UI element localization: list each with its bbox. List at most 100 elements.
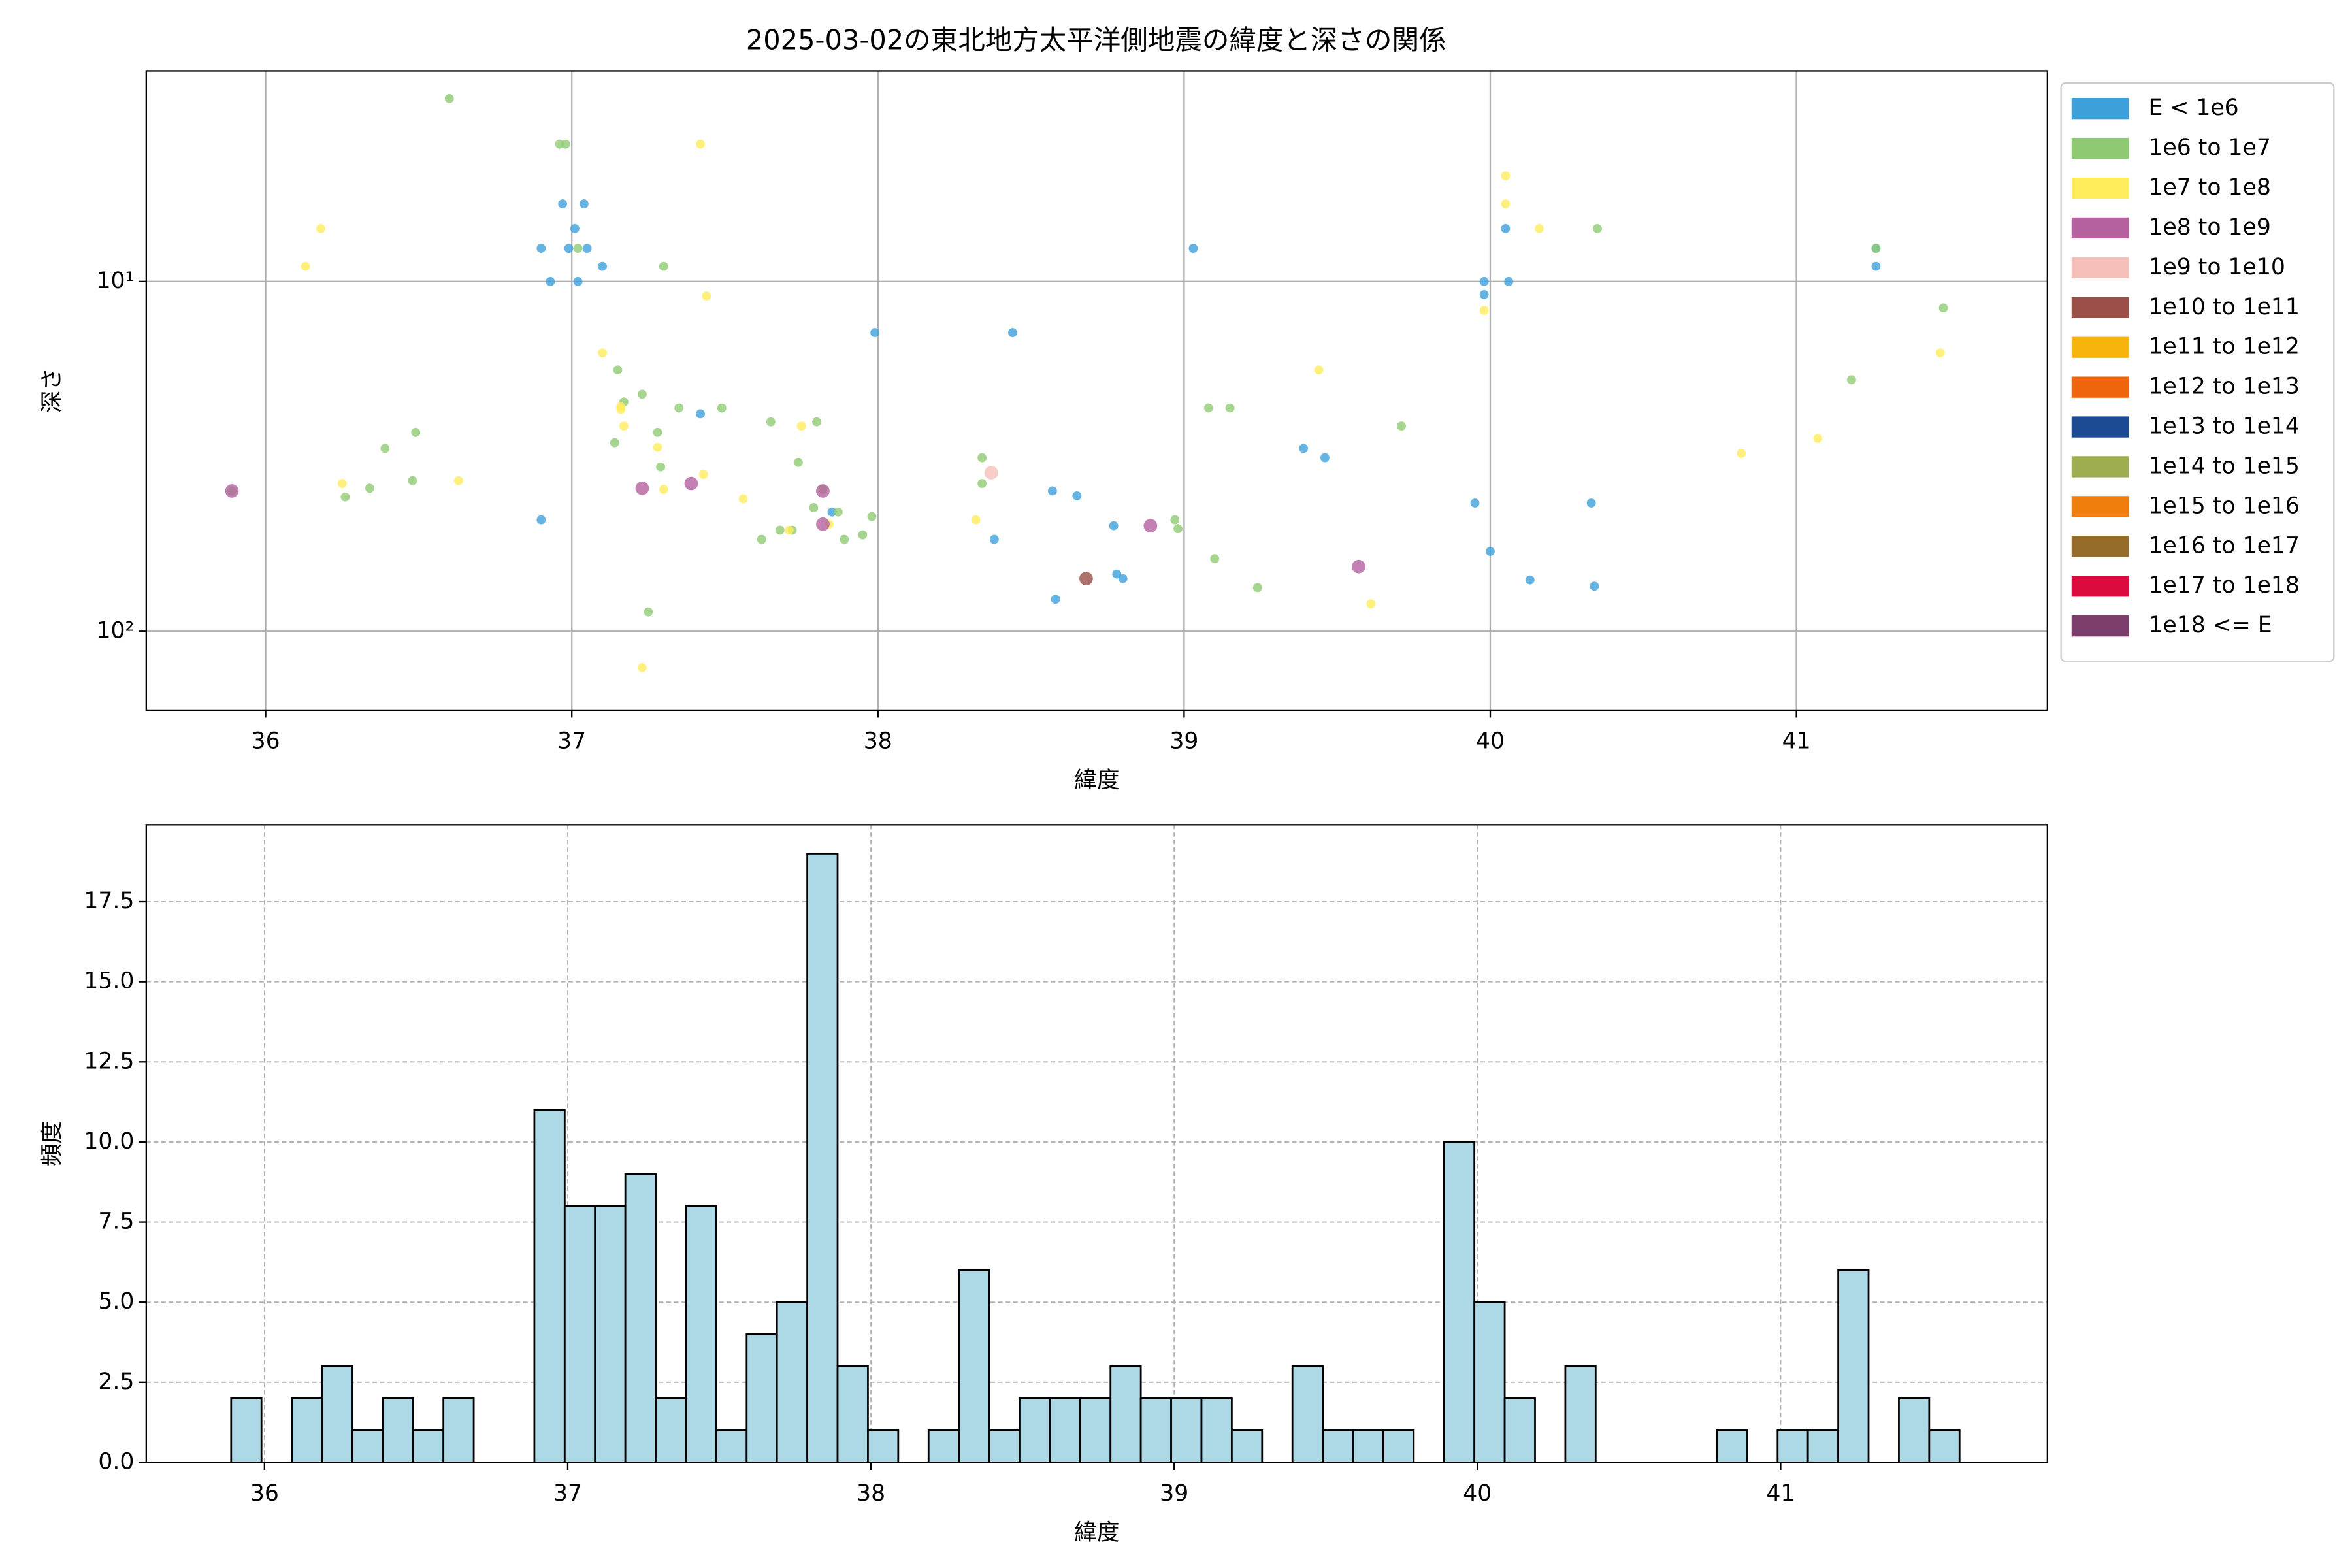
- scatter-point: [644, 607, 653, 617]
- legend-swatch: [2071, 297, 2129, 318]
- y-axis-label: 頻度: [39, 1121, 65, 1166]
- legend-label: 1e16 to 1e17: [2148, 532, 2299, 559]
- histogram-bar: [1322, 1429, 1354, 1463]
- scatter-point: [444, 93, 454, 103]
- histogram-bar: [1776, 1429, 1809, 1463]
- plot-frame: [145, 824, 2048, 1463]
- scatter-point: [1051, 595, 1060, 604]
- scatter-point: [696, 409, 705, 419]
- scatter-point: [536, 244, 546, 253]
- scatter-point: [411, 427, 421, 437]
- legend-swatch: [2071, 416, 2129, 438]
- scatter-point: [380, 444, 390, 453]
- scatter-point: [1590, 581, 1599, 591]
- histogram-bar: [1352, 1429, 1384, 1463]
- scatter-point: [1935, 348, 1945, 358]
- scatter-point: [1225, 403, 1235, 413]
- scatter-point: [1813, 434, 1823, 444]
- scatter-point: [1586, 498, 1596, 508]
- x-tick-label: 41: [1782, 728, 1811, 754]
- scatter-point: [570, 223, 580, 233]
- scatter-point: [1314, 365, 1324, 375]
- x-tick-label: 41: [1766, 1480, 1795, 1507]
- scatter-point: [653, 442, 662, 452]
- scatter-point: [1008, 328, 1017, 338]
- histogram-bar: [1019, 1397, 1051, 1463]
- scatter-point: [301, 261, 310, 271]
- legend-label: 1e18 <= E: [2148, 612, 2272, 638]
- scatter-point: [1504, 276, 1514, 286]
- scatter-point: [1366, 599, 1376, 609]
- scatter-point: [573, 244, 583, 253]
- scatter-point: [1479, 306, 1489, 316]
- scatter-point: [536, 515, 546, 525]
- scatter-point: [582, 244, 592, 253]
- legend-swatch: [2071, 137, 2129, 159]
- legend-swatch: [2071, 615, 2129, 637]
- scatter-point: [1109, 521, 1119, 531]
- x-axis-label: 緯度: [1074, 767, 1119, 793]
- scatter-point: [659, 485, 668, 495]
- x-tick-label: 38: [864, 728, 892, 754]
- scatter-point: [1252, 583, 1262, 593]
- scatter-point: [833, 507, 843, 517]
- histogram-bar: [624, 1173, 657, 1463]
- scatter-point: [1501, 171, 1511, 181]
- scatter-point: [784, 525, 794, 535]
- legend-label: 1e7 to 1e8: [2148, 174, 2270, 201]
- histogram-bar: [1928, 1429, 1961, 1463]
- histogram-bar: [351, 1429, 384, 1463]
- scatter-point: [840, 534, 849, 544]
- histogram-bar: [321, 1365, 353, 1463]
- scatter-point: [674, 403, 684, 413]
- scatter-point: [1079, 572, 1093, 586]
- histogram-bar: [1898, 1397, 1931, 1463]
- scatter-point: [1501, 223, 1511, 233]
- histogram-bar: [745, 1333, 778, 1463]
- histogram-bar: [382, 1397, 414, 1463]
- y-tick-label: 10¹: [96, 268, 134, 294]
- histogram-bar: [1503, 1397, 1536, 1463]
- scatter-point: [794, 457, 803, 467]
- y-tick-label: 7.5: [98, 1209, 134, 1235]
- histogram-bar: [988, 1429, 1021, 1463]
- scatter-point: [1170, 515, 1180, 525]
- scatter-point: [580, 199, 589, 208]
- y-tick-label: 17.5: [84, 888, 134, 914]
- scatter-point: [1501, 199, 1511, 208]
- scatter-point: [408, 476, 417, 485]
- scatter-point: [775, 525, 785, 535]
- scatter-point: [638, 389, 647, 399]
- scatter-point: [766, 417, 776, 427]
- scatter-point: [867, 512, 877, 521]
- legend-label: 1e9 to 1e10: [2148, 254, 2285, 280]
- scatter-point: [1479, 276, 1489, 286]
- scatter-point: [225, 484, 239, 498]
- y-tick-label: 5.0: [98, 1288, 134, 1315]
- scatter-point: [977, 479, 987, 488]
- histogram-bar: [1109, 1365, 1142, 1463]
- scatter-point: [1938, 303, 1948, 313]
- legend-label: 1e8 to 1e9: [2148, 214, 2270, 240]
- scatter-point: [1593, 223, 1602, 233]
- scatter-point: [816, 484, 830, 498]
- scatter-point: [1299, 444, 1309, 453]
- histogram-bar: [836, 1365, 869, 1463]
- scatter-point: [1072, 491, 1082, 500]
- legend-swatch: [2071, 217, 2129, 239]
- x-tick-label: 36: [252, 728, 280, 754]
- scatter-point: [1871, 244, 1881, 253]
- histogram-bar: [776, 1301, 809, 1463]
- x-tick-label: 37: [553, 1480, 582, 1507]
- scatter-point: [616, 404, 626, 414]
- scatter-point: [796, 421, 806, 431]
- x-tick-label: 40: [1476, 728, 1505, 754]
- histogram-bar: [1230, 1429, 1264, 1463]
- scatter-point: [1535, 223, 1544, 233]
- histogram-bar: [1382, 1429, 1415, 1463]
- scatter-point: [598, 348, 607, 358]
- histogram-bar: [867, 1429, 900, 1463]
- x-tick-label: 37: [557, 728, 586, 754]
- scatter-point: [1847, 375, 1856, 385]
